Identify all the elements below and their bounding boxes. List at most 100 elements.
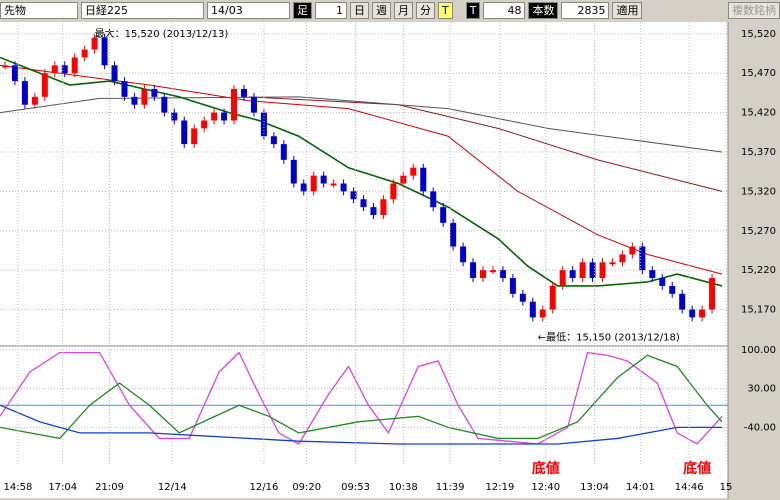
x-tick-label: 12:40 bbox=[531, 482, 560, 493]
candle bbox=[131, 96, 138, 105]
candle bbox=[499, 270, 506, 279]
candle bbox=[450, 222, 457, 247]
candle bbox=[470, 262, 477, 279]
candle bbox=[400, 175, 407, 184]
candle bbox=[71, 57, 78, 74]
toolbar: 先物 日経225 14/03 足 1 日 週 月 分 T T 48 本数 283… bbox=[0, 0, 780, 20]
bar-count[interactable]: 1 bbox=[315, 1, 347, 19]
candle bbox=[609, 262, 616, 265]
annotation: 底値 bbox=[683, 460, 711, 477]
x-tick-label: 14:58 bbox=[4, 482, 33, 493]
candle bbox=[360, 199, 367, 208]
candle bbox=[191, 128, 198, 145]
period[interactable]: 分 bbox=[416, 1, 435, 19]
x-axis-bg bbox=[0, 465, 728, 498]
y-tick-label: 15,170 bbox=[741, 305, 776, 316]
annotation: ←最低：15,150 (2013/12/18) bbox=[538, 330, 680, 343]
x-tick-label: 12:19 bbox=[486, 482, 515, 493]
candle bbox=[430, 191, 437, 208]
candle bbox=[300, 183, 307, 192]
candle bbox=[141, 88, 148, 105]
contract[interactable]: 14/03 bbox=[207, 1, 290, 19]
x-tick-label: 12/14 bbox=[158, 482, 187, 493]
period[interactable]: T bbox=[438, 1, 453, 19]
candle bbox=[619, 254, 626, 263]
candle bbox=[529, 301, 536, 318]
moving-average bbox=[248, 96, 723, 192]
candle bbox=[41, 73, 48, 97]
candle bbox=[61, 65, 68, 74]
candle bbox=[250, 96, 257, 113]
candle bbox=[489, 270, 496, 273]
apply-button[interactable]: 適用 bbox=[612, 1, 643, 19]
y-tick-label: 15,520 bbox=[741, 29, 776, 40]
annotation: 底値 bbox=[532, 460, 560, 477]
candle bbox=[101, 37, 108, 66]
candle bbox=[420, 167, 427, 192]
annotation: 最大：15,520 (2013/12/13) bbox=[95, 27, 229, 40]
candle bbox=[410, 167, 417, 176]
index[interactable]: 日経225 bbox=[81, 1, 204, 19]
oscillator-line bbox=[0, 351, 723, 445]
candle bbox=[649, 270, 656, 279]
x-tick-label: 10:38 bbox=[389, 482, 418, 493]
y-tick-label: 15,470 bbox=[741, 68, 776, 79]
candle bbox=[599, 262, 606, 279]
x-tick-label: 15 bbox=[720, 482, 733, 493]
candle bbox=[310, 175, 317, 192]
moving-average bbox=[0, 96, 723, 153]
candle bbox=[370, 207, 377, 216]
tick-value[interactable]: 48 bbox=[483, 1, 526, 19]
candle bbox=[689, 309, 696, 318]
candle bbox=[340, 183, 347, 192]
candle bbox=[519, 293, 526, 302]
candle bbox=[330, 183, 337, 186]
y-tick-label: 15,220 bbox=[741, 265, 776, 276]
candle bbox=[11, 65, 18, 82]
count-value[interactable]: 2835 bbox=[561, 1, 610, 19]
y-tick-label: 100.00 bbox=[741, 345, 776, 356]
candle bbox=[569, 270, 576, 279]
candle bbox=[51, 65, 58, 74]
candle bbox=[81, 49, 88, 58]
y-tick-label: 30.00 bbox=[747, 384, 776, 395]
multi-button[interactable]: 複数銘柄 bbox=[728, 1, 780, 19]
x-tick-label: 14:46 bbox=[675, 482, 704, 493]
candle bbox=[699, 309, 706, 318]
candle bbox=[509, 278, 516, 294]
oscillator-line bbox=[0, 404, 723, 445]
candle bbox=[559, 270, 566, 286]
candle bbox=[231, 88, 238, 121]
candle bbox=[111, 65, 118, 82]
candle bbox=[31, 96, 38, 105]
candle bbox=[91, 37, 98, 50]
x-tick-label: 11:39 bbox=[436, 482, 465, 493]
instrument[interactable]: 先物 bbox=[0, 1, 78, 19]
candle bbox=[221, 112, 228, 121]
x-tick-label: 09:20 bbox=[292, 482, 321, 493]
candle bbox=[350, 191, 357, 200]
x-tick-label: 09:53 bbox=[341, 482, 370, 493]
period[interactable]: 月 bbox=[394, 1, 413, 19]
candle bbox=[201, 120, 208, 129]
candle bbox=[240, 88, 247, 97]
candle bbox=[639, 246, 646, 271]
oscillator-line bbox=[0, 354, 723, 440]
candle bbox=[161, 96, 168, 113]
candle bbox=[629, 246, 636, 255]
y-tick-label: 15,370 bbox=[741, 147, 776, 158]
candle bbox=[460, 246, 467, 263]
candle bbox=[181, 120, 188, 145]
period[interactable]: 日 bbox=[350, 1, 369, 19]
y-tick-label: 15,420 bbox=[741, 108, 776, 119]
y-tick-label: 15,270 bbox=[741, 226, 776, 237]
candle bbox=[171, 112, 178, 121]
count-label: 本数 bbox=[528, 1, 559, 19]
candle bbox=[290, 159, 297, 184]
candle bbox=[549, 285, 556, 310]
candle bbox=[579, 262, 586, 279]
period[interactable]: 週 bbox=[372, 1, 391, 19]
candle bbox=[270, 136, 277, 145]
